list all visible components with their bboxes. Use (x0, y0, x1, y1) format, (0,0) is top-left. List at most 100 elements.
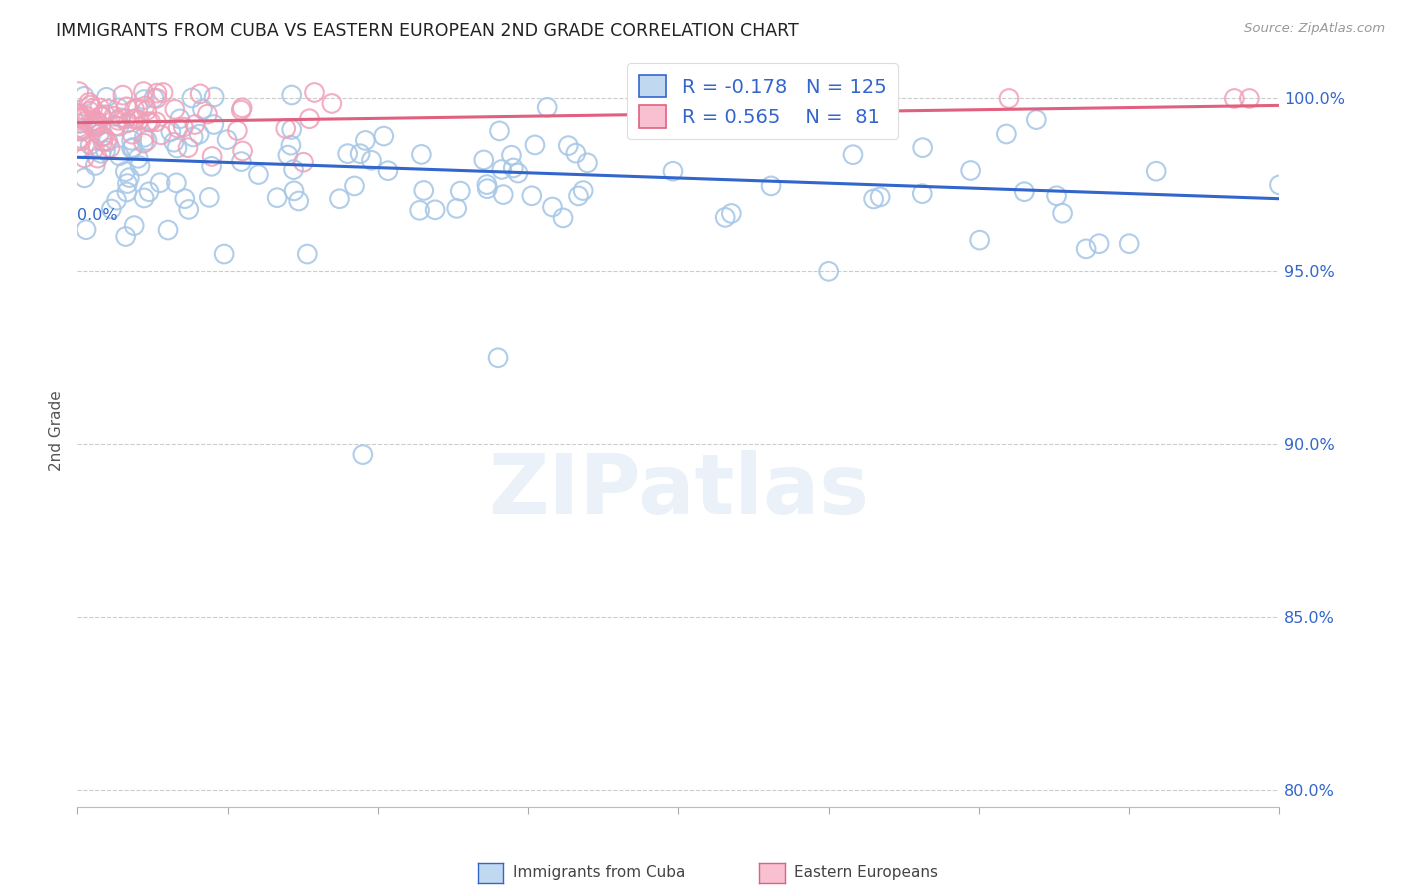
Point (165, 176, 187, 190)
Point (86, 151, 108, 165)
Point (146, 91, 169, 105)
Point (817, 264, 839, 278)
Point (79, 98, 101, 112)
Point (360, 153, 382, 168)
Point (82, 120, 104, 134)
Point (377, 163, 399, 178)
Point (472, 153, 495, 167)
Point (998, 91, 1021, 105)
Point (90, 146, 112, 161)
Point (280, 88, 302, 103)
Point (232, 144, 254, 158)
Point (576, 156, 599, 170)
Point (274, 121, 297, 136)
Point (373, 129, 395, 144)
Point (67, 111, 90, 125)
Point (114, 229, 136, 244)
Point (201, 149, 224, 163)
Point (551, 211, 574, 225)
Point (136, 133, 159, 147)
Point (191, 102, 214, 116)
Point (292, 155, 315, 169)
Point (959, 163, 981, 178)
Point (842, 147, 865, 161)
Point (77, 95, 100, 110)
Point (1052, 206, 1074, 220)
Point (297, 247, 319, 261)
Point (449, 184, 471, 198)
Point (121, 140, 143, 154)
Point (107, 101, 129, 115)
Point (100, 202, 122, 216)
Point (72, 121, 94, 136)
Text: Eastern Europeans: Eastern Europeans (794, 865, 938, 880)
Point (231, 101, 253, 115)
Point (541, 200, 564, 214)
Point (217, 133, 239, 147)
Point (122, 219, 145, 233)
Point (354, 133, 377, 147)
Point (117, 116, 139, 130)
Point (132, 85, 155, 99)
Point (506, 166, 529, 180)
Point (172, 120, 194, 135)
Y-axis label: 2nd Grade: 2nd Grade (49, 390, 65, 471)
Point (212, 247, 235, 261)
Point (132, 136, 155, 150)
Point (121, 141, 143, 155)
Point (283, 162, 305, 177)
Point (198, 190, 221, 204)
Point (995, 127, 1018, 141)
Point (188, 127, 211, 141)
Point (557, 138, 579, 153)
Point (129, 159, 152, 173)
Text: Immigrants from Cuba: Immigrants from Cuba (513, 865, 686, 880)
Point (128, 113, 150, 128)
Point (567, 189, 589, 203)
Point (86, 114, 108, 128)
Point (159, 125, 181, 139)
Point (136, 114, 159, 128)
Point (501, 148, 523, 162)
Point (121, 127, 143, 141)
Point (73, 89, 96, 103)
Point (343, 178, 366, 193)
Point (127, 151, 149, 165)
Point (152, 86, 174, 100)
Point (134, 99, 156, 113)
Point (83, 142, 105, 156)
Point (184, 118, 207, 132)
Point (124, 102, 146, 116)
Point (69, 131, 91, 145)
Point (1014, 185, 1036, 199)
Point (408, 203, 430, 218)
Point (520, 188, 543, 202)
Point (173, 192, 195, 206)
Point (720, 206, 742, 220)
Point (177, 141, 200, 155)
Point (91, 110, 114, 124)
Point (115, 100, 138, 114)
Point (84, 159, 107, 173)
Point (114, 112, 136, 126)
Point (111, 88, 134, 103)
Point (202, 90, 225, 104)
Point (145, 115, 167, 129)
Point (446, 202, 468, 216)
Point (277, 148, 299, 162)
Point (150, 128, 173, 142)
Point (328, 192, 350, 206)
Point (167, 121, 190, 136)
Point (139, 115, 162, 129)
Point (283, 184, 305, 198)
Point (104, 119, 127, 133)
Point (94, 108, 117, 122)
Point (169, 112, 191, 126)
Point (177, 202, 200, 217)
Point (969, 233, 991, 247)
Point (93, 129, 115, 144)
Point (200, 159, 222, 173)
Point (486, 351, 509, 365)
Point (91, 135, 114, 149)
Point (134, 130, 156, 145)
